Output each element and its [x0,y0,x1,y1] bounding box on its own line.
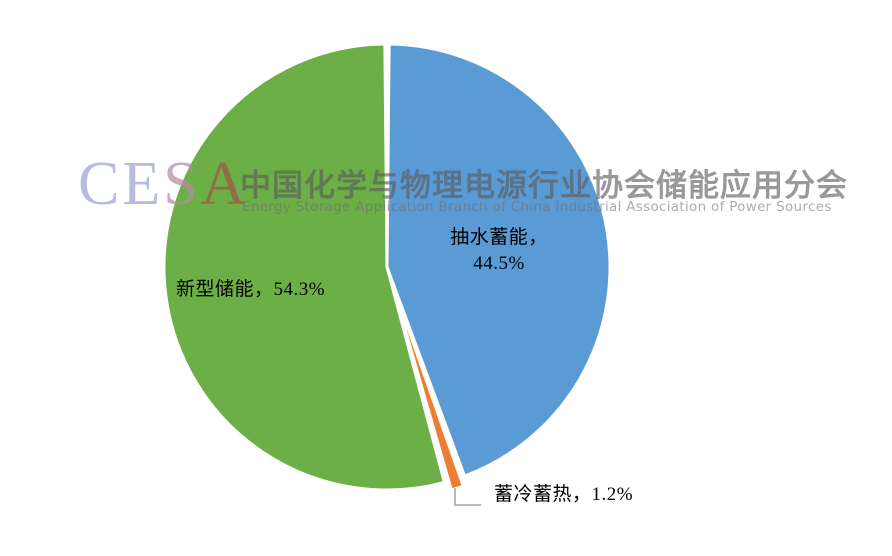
thermal-label-leader-line [454,488,481,506]
pie-slice-new-storage[interactable] [162,42,447,492]
slice-label-pumped-hydro-name: 抽水蓄能， [450,227,548,248]
slice-label-new-storage: 新型储能，54.3% [176,279,326,300]
slice-label-thermal-storage: 蓄冷蓄热，1.2% [494,484,634,505]
slice-label-pumped-hydro-value: 44.5% [473,253,525,274]
slice-label-pumped-hydro: 抽水蓄能， 44.5% [434,225,564,277]
pie-slice-thermal-storage[interactable] [388,275,466,492]
pie-slice-pumped-hydro[interactable] [385,42,612,479]
